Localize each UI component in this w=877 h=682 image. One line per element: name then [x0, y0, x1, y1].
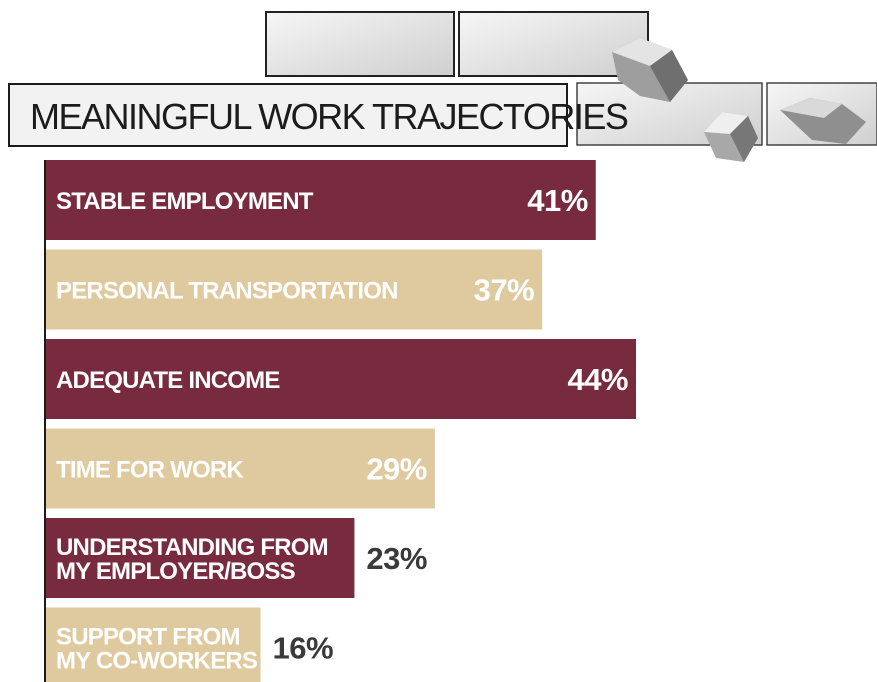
bar-label-4: TIME FOR WORK [56, 457, 244, 484]
bar-label-line: PERSONAL TRANSPORTATION [56, 278, 398, 305]
value-label-4: 29% [366, 452, 427, 487]
bar-label-5: UNDERSTANDING FROM MY EMPLOYER/BOSS [56, 534, 328, 585]
bar-group: STABLE EMPLOYMENT 41% PERSONAL TRANSPORTAT… [46, 160, 636, 682]
value-label-3: 44% [567, 362, 628, 397]
bar-label-line: MY EMPLOYER/BOSS [56, 558, 296, 585]
bar-label-6: SUPPORT FROM MY CO-WORKERS [56, 624, 258, 675]
bar-label-line: ADEQUATE INCOME [56, 367, 280, 394]
bar-label-1: STABLE EMPLOYMENT [56, 188, 314, 215]
bar-label-line: TIME FOR WORK [56, 457, 244, 484]
bar-label-line: STABLE EMPLOYMENT [56, 188, 314, 215]
bar-label-line: SUPPORT FROM [56, 624, 240, 651]
bar-label-line: UNDERSTANDING FROM [56, 534, 328, 561]
value-label-1: 41% [527, 183, 588, 218]
value-label-5: 23% [366, 541, 427, 576]
chart-title: MEANINGFUL WORK TRAJECTORIES [30, 96, 628, 137]
value-label-2: 37% [474, 273, 535, 308]
bar-label-2: PERSONAL TRANSPORTATION [56, 278, 398, 305]
bar-label-line: MY CO-WORKERS [56, 648, 258, 675]
bar-label-3: ADEQUATE INCOME [56, 367, 280, 394]
value-label-6: 16% [273, 631, 334, 666]
chart-title-box: MEANINGFUL WORK TRAJECTORIES [9, 84, 628, 146]
